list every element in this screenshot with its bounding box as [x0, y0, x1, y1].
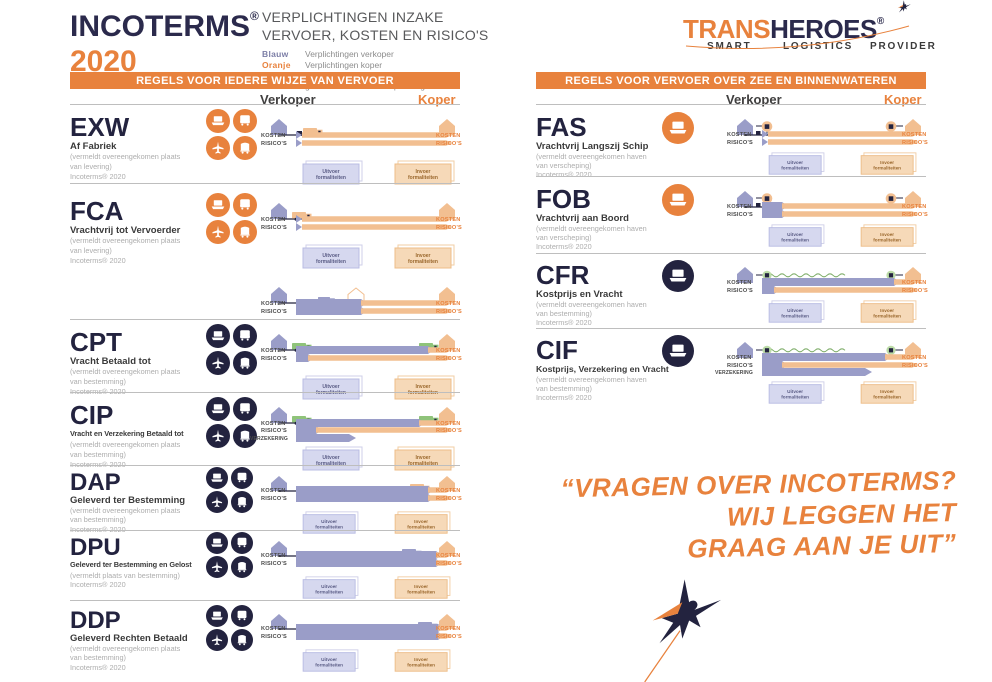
svg-text:formaliteiten: formaliteiten: [873, 395, 901, 400]
svg-text:Invoer: Invoer: [880, 160, 894, 165]
svg-text:formaliteiten: formaliteiten: [873, 166, 901, 171]
svg-text:formaliteiten: formaliteiten: [407, 663, 435, 668]
svg-text:Uitvoer: Uitvoer: [787, 308, 803, 313]
svg-text:formaliteiten: formaliteiten: [873, 238, 901, 243]
svg-text:Invoer: Invoer: [414, 584, 428, 589]
svg-text:formaliteiten: formaliteiten: [781, 314, 809, 319]
svg-text:formaliteiten: formaliteiten: [781, 395, 809, 400]
svg-text:Uitvoer: Uitvoer: [321, 519, 337, 524]
svg-text:formaliteiten: formaliteiten: [315, 525, 343, 530]
svg-text:Invoer: Invoer: [414, 519, 428, 524]
svg-text:formaliteiten: formaliteiten: [316, 175, 346, 181]
svg-text:formaliteiten: formaliteiten: [315, 663, 343, 668]
svg-text:Uitvoer: Uitvoer: [321, 657, 337, 662]
svg-text:Invoer: Invoer: [880, 232, 894, 237]
svg-text:Uitvoer: Uitvoer: [787, 160, 803, 165]
svg-text:Invoer: Invoer: [880, 308, 894, 313]
svg-text:formaliteiten: formaliteiten: [873, 314, 901, 319]
svg-text:Uitvoer: Uitvoer: [787, 389, 803, 394]
svg-text:Uitvoer: Uitvoer: [787, 232, 803, 237]
svg-text:Invoer: Invoer: [880, 389, 894, 394]
svg-text:formaliteiten: formaliteiten: [781, 238, 809, 243]
svg-text:formaliteiten: formaliteiten: [315, 590, 343, 595]
svg-text:formaliteiten: formaliteiten: [408, 259, 438, 265]
svg-text:formaliteiten: formaliteiten: [316, 259, 346, 265]
svg-text:formaliteiten: formaliteiten: [407, 590, 435, 595]
svg-text:formaliteiten: formaliteiten: [408, 175, 438, 181]
svg-text:formaliteiten: formaliteiten: [407, 525, 435, 530]
svg-text:Uitvoer: Uitvoer: [321, 584, 337, 589]
svg-text:Invoer: Invoer: [414, 657, 428, 662]
svg-text:formaliteiten: formaliteiten: [781, 166, 809, 171]
